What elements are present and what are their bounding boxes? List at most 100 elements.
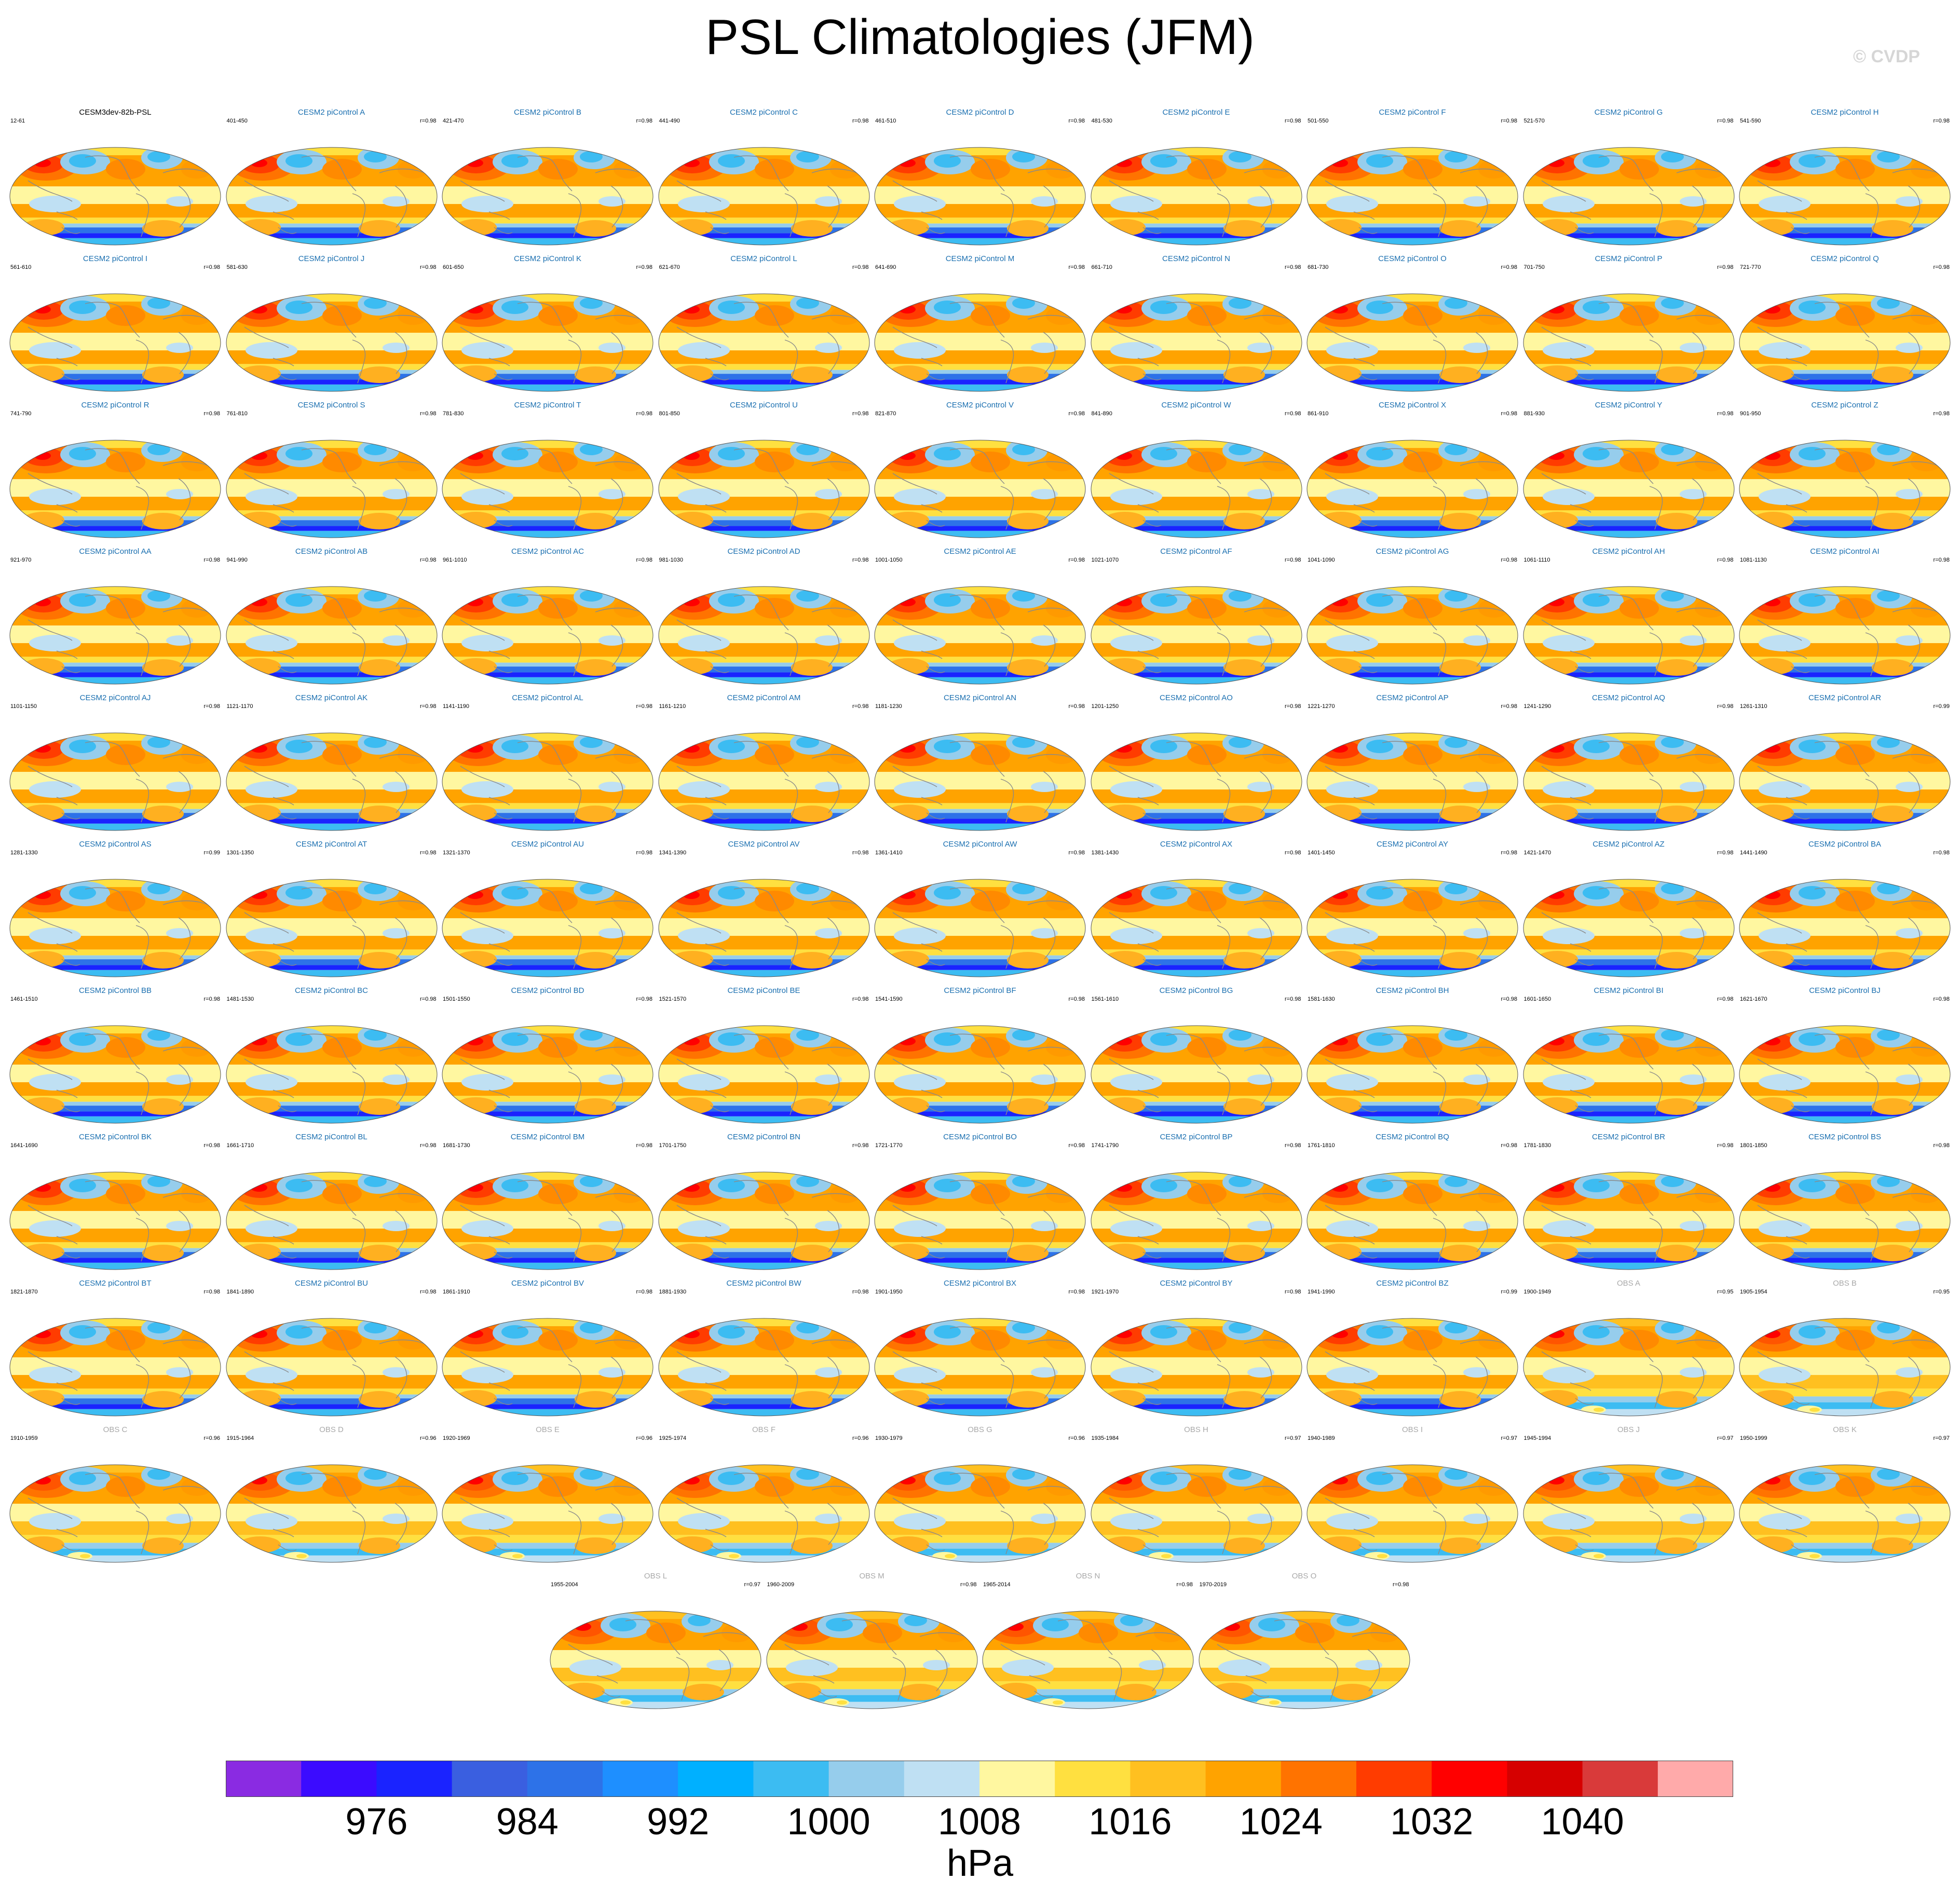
psl-map bbox=[442, 879, 654, 977]
map-panel: OBS N 1965-2014 r=0.98 bbox=[980, 1572, 1196, 1710]
panel-correlation: r=0.98 bbox=[1285, 1142, 1301, 1149]
map-panel: CESM2 piControl N 661-710 r=0.98 bbox=[1088, 254, 1304, 392]
panel-years: 741-790 bbox=[10, 411, 32, 417]
panel-years: 1321-1370 bbox=[443, 850, 470, 856]
pressure-field bbox=[658, 1465, 869, 1562]
psl-map bbox=[1523, 879, 1734, 977]
panel-years: 1681-1730 bbox=[443, 1142, 470, 1149]
panel-years: 1441-1490 bbox=[1740, 850, 1767, 856]
panel-title: CESM2 piControl BC bbox=[295, 986, 368, 995]
psl-map bbox=[9, 1464, 221, 1563]
panel-years: 1181-1230 bbox=[875, 703, 902, 710]
pressure-field bbox=[1739, 440, 1950, 538]
panel-title: CESM2 piControl E bbox=[1162, 108, 1230, 117]
panel-years: 641-690 bbox=[875, 264, 896, 270]
panel-title: CESM2 piControl AB bbox=[295, 547, 368, 556]
map-panel: CESM2 piControl V 821-870 r=0.98 bbox=[872, 401, 1088, 539]
panel-title: OBS C bbox=[103, 1425, 128, 1434]
psl-map bbox=[9, 586, 221, 685]
pressure-field bbox=[442, 733, 653, 830]
psl-map bbox=[1306, 1171, 1518, 1270]
panel-correlation: r=0.97 bbox=[744, 1582, 761, 1588]
map-panel: CESM2 piControl K 601-650 r=0.98 bbox=[440, 254, 656, 392]
map-panel: CESM2 piControl Q 721-770 r=0.98 bbox=[1737, 254, 1953, 392]
psl-map bbox=[1739, 1171, 1951, 1270]
pressure-field bbox=[658, 587, 869, 684]
psl-map bbox=[874, 879, 1086, 977]
map-panel: CESM2 piControl BM 1681-1730 r=0.98 bbox=[440, 1133, 656, 1271]
pressure-field bbox=[1739, 587, 1950, 684]
panel-correlation: r=0.98 bbox=[1933, 411, 1950, 417]
panel-title: OBS N bbox=[1076, 1572, 1100, 1580]
panel-title: OBS F bbox=[752, 1425, 775, 1434]
panel-title: CESM2 piControl O bbox=[1378, 254, 1447, 263]
map-panel: CESM2 piControl BF 1541-1590 r=0.98 bbox=[872, 986, 1088, 1124]
pressure-field bbox=[442, 879, 653, 977]
pressure-field bbox=[1307, 733, 1518, 830]
panel-title: CESM2 piControl AQ bbox=[1592, 693, 1665, 702]
panel-title: CESM2 piControl W bbox=[1161, 401, 1231, 410]
panel-correlation: r=0.98 bbox=[203, 1142, 221, 1149]
psl-map bbox=[1306, 732, 1518, 831]
psl-map bbox=[1306, 147, 1518, 246]
map-panel: OBS B 1905-1954 r=0.95 bbox=[1737, 1279, 1953, 1417]
pressure-field bbox=[1739, 1465, 1950, 1562]
panel-years: 481-530 bbox=[1091, 118, 1112, 124]
map-panel: OBS G 1930-1979 r=0.96 bbox=[872, 1425, 1088, 1563]
psl-map bbox=[9, 147, 221, 246]
colorbar-tick-label: 1032 bbox=[1390, 1801, 1474, 1843]
panel-correlation: r=0.98 bbox=[1285, 996, 1301, 1002]
panel-title: CESM2 piControl BD bbox=[511, 986, 584, 995]
psl-map bbox=[874, 293, 1086, 392]
panel-years: 1261-1310 bbox=[1740, 703, 1767, 710]
colorbar-tick-label: 1040 bbox=[1541, 1801, 1624, 1843]
map-panel: CESM2 piControl E 481-530 r=0.98 bbox=[1088, 108, 1304, 246]
panel-correlation: r=0.98 bbox=[1717, 996, 1734, 1002]
panel-correlation: r=0.98 bbox=[636, 703, 653, 710]
panel-years: 881-930 bbox=[1523, 411, 1545, 417]
panel-correlation: r=0.96 bbox=[636, 1435, 653, 1441]
map-panel: CESM2 piControl L 621-670 r=0.98 bbox=[656, 254, 872, 392]
panel-title: CESM2 piControl BI bbox=[1594, 986, 1664, 995]
panel-title: CESM2 piControl Z bbox=[1811, 401, 1879, 410]
psl-map bbox=[1306, 1025, 1518, 1124]
pressure-field bbox=[875, 1318, 1085, 1416]
map-panel: CESM2 piControl BS 1801-1850 r=0.98 bbox=[1737, 1133, 1953, 1271]
pressure-field bbox=[1739, 294, 1950, 391]
psl-map bbox=[874, 1025, 1086, 1124]
pressure-field bbox=[226, 1026, 437, 1123]
pressure-field bbox=[1091, 1465, 1302, 1562]
panel-correlation: r=0.98 bbox=[420, 264, 437, 270]
panel-years: 1561-1610 bbox=[1091, 996, 1119, 1002]
panel-title: OBS K bbox=[1833, 1425, 1857, 1434]
psl-map bbox=[1091, 879, 1302, 977]
psl-map bbox=[1523, 1464, 1734, 1563]
panel-title: CESM2 piControl BU bbox=[295, 1279, 368, 1288]
map-panel: CESM2 piControl AG 1041-1090 r=0.98 bbox=[1304, 547, 1520, 685]
pressure-field bbox=[983, 1611, 1193, 1709]
psl-map bbox=[658, 586, 869, 685]
pressure-field bbox=[1091, 147, 1302, 245]
panel-years: 981-1030 bbox=[659, 557, 684, 563]
colorbar-segment bbox=[376, 1761, 453, 1797]
panel-correlation: r=0.98 bbox=[852, 1142, 869, 1149]
panel-correlation: r=0.98 bbox=[1717, 557, 1734, 563]
panel-correlation: r=0.98 bbox=[1501, 264, 1518, 270]
panel-correlation: r=0.98 bbox=[1501, 411, 1518, 417]
panel-correlation: r=0.98 bbox=[636, 1142, 653, 1149]
panel-years: 1970-2019 bbox=[1199, 1582, 1227, 1588]
map-panel: CESM2 piControl R 741-790 r=0.98 bbox=[7, 401, 223, 539]
panel-years: 501-550 bbox=[1308, 118, 1329, 124]
panel-title: CESM2 piControl BM bbox=[510, 1133, 585, 1141]
cvdp-watermark: © CVDP bbox=[1853, 47, 1920, 66]
pressure-field bbox=[442, 440, 653, 538]
panel-correlation: r=0.98 bbox=[1068, 264, 1085, 270]
pressure-field bbox=[10, 1465, 221, 1562]
panel-years: 1041-1090 bbox=[1308, 557, 1335, 563]
panel-title: CESM3dev-82b-PSL bbox=[79, 108, 152, 117]
panel-title: CESM2 piControl AW bbox=[943, 840, 1017, 849]
panel-correlation: r=0.98 bbox=[1285, 264, 1301, 270]
panel-correlation: r=0.98 bbox=[203, 1289, 221, 1295]
panel-title: CESM2 piControl BE bbox=[727, 986, 800, 995]
map-panel: CESM2 piControl BL 1661-1710 r=0.98 bbox=[224, 1133, 440, 1271]
